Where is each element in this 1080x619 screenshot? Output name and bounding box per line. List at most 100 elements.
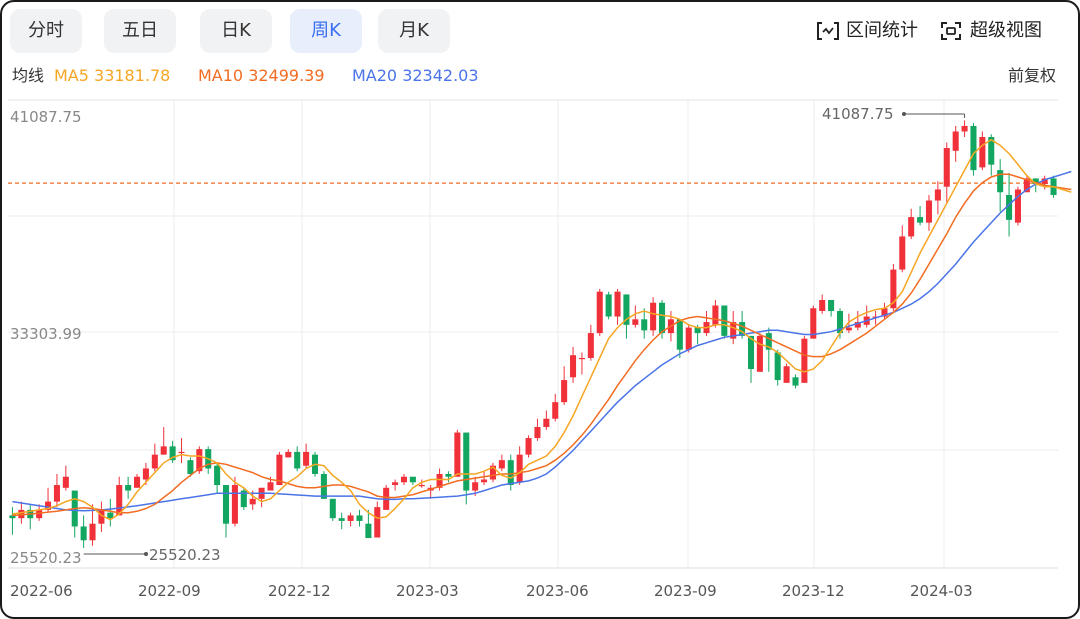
tab-weekly-k[interactable]: 周K [290, 9, 362, 53]
candle-body [1023, 178, 1030, 193]
candle-body [881, 308, 888, 317]
candle-body [952, 131, 959, 151]
candle-body [543, 418, 550, 428]
candle-body [899, 236, 906, 270]
candle-body [801, 338, 808, 383]
candle-body [908, 217, 915, 237]
candle-body [997, 170, 1004, 193]
fullscreen-frame-icon [941, 22, 961, 40]
x-axis-label: 2023-03 [396, 582, 459, 600]
candle-body [623, 294, 630, 325]
candle-body [819, 299, 826, 312]
candle-body [765, 333, 772, 350]
ma5-value: MA5 33181.78 [54, 66, 171, 85]
candle-body [676, 319, 683, 350]
tab-five-day[interactable]: 五日 [104, 9, 176, 53]
ma20-value: MA20 32342.03 [352, 66, 479, 85]
candle-body [89, 523, 96, 541]
y-axis-label: 25520.23 [10, 549, 82, 567]
candle-body [641, 319, 648, 331]
candle-body [9, 515, 16, 519]
candle-body [178, 451, 185, 454]
ma10-value: MA10 32499.39 [198, 66, 325, 85]
candle-body [267, 482, 274, 491]
x-axis-label: 2023-09 [654, 582, 717, 600]
candle-body [489, 465, 496, 480]
ma5-line [12, 138, 1072, 521]
candle-body [160, 446, 167, 455]
candle-body [578, 357, 585, 360]
candle-body [659, 302, 666, 334]
tab-minute[interactable]: 分时 [10, 9, 82, 53]
tab-daily-k[interactable]: 日K [200, 9, 272, 53]
candle-body [196, 449, 203, 472]
candle-body [917, 217, 924, 223]
candle-body [747, 335, 755, 370]
candle-body [418, 485, 425, 487]
candle-body [739, 322, 746, 336]
candle-body [436, 473, 443, 488]
candle-body [1014, 189, 1021, 223]
candle-body [62, 476, 69, 488]
x-axis-label: 2022-09 [138, 582, 201, 600]
candle-body [1041, 178, 1048, 184]
candle-body [276, 454, 283, 486]
candle-body [347, 515, 354, 521]
super-view-button[interactable]: 超级视图 [940, 18, 1056, 44]
x-axis-label: 2022-06 [10, 582, 73, 600]
x-axis-label: 2022-12 [268, 582, 331, 600]
candle-body [970, 125, 977, 171]
candle-body [614, 291, 621, 317]
candle-body [303, 451, 310, 466]
candle-body [943, 148, 950, 187]
candle-body [249, 498, 256, 505]
range-stats-label: 区间统计 [846, 20, 918, 41]
candle-body [712, 305, 719, 325]
candle-body [187, 460, 194, 474]
candle-body [836, 311, 844, 334]
price-adjust-toggle[interactable]: 前复权 [1007, 66, 1056, 85]
bracket-wave-icon [817, 22, 839, 40]
range-stats-button[interactable]: 区间统计 [816, 18, 928, 44]
candle-body [890, 269, 897, 309]
candle-body [534, 427, 541, 439]
candle-body [685, 327, 692, 350]
candle-body [329, 498, 336, 519]
candle-body [854, 322, 861, 328]
max-marker-dot [902, 112, 906, 116]
super-view-label: 超级视图 [970, 20, 1042, 41]
candle-body [45, 501, 52, 510]
candle-body [338, 518, 345, 521]
toolbar: 区间统计 超级视图 [816, 18, 1056, 44]
candle-body [365, 523, 372, 539]
candle-body [1006, 195, 1013, 220]
y-axis-label: 41087.75 [10, 108, 82, 126]
candle-body [988, 136, 995, 165]
x-axis-label: 2024-03 [910, 582, 973, 600]
candle-body [596, 291, 603, 334]
candle-body [151, 454, 158, 469]
x-axis-label: 2023-12 [782, 582, 845, 600]
candle-body [561, 380, 568, 403]
candle-body [285, 451, 292, 458]
candle-body [294, 451, 301, 469]
y-axis-label: 33303.99 [10, 325, 82, 343]
candle-body [961, 125, 968, 132]
candle-body [231, 485, 238, 524]
candle-body [783, 366, 790, 383]
candle-body [810, 308, 817, 339]
ma-legend: 均线 MA5 33181.78 MA10 32499.39 MA20 32342… [12, 64, 612, 88]
candle-body [214, 465, 221, 486]
candle-body [552, 402, 559, 419]
ma10-line [12, 173, 1072, 517]
candle-body [756, 335, 763, 372]
tab-monthly-k[interactable]: 月K [378, 9, 450, 53]
candle-body [774, 352, 781, 381]
candle-body [472, 482, 479, 491]
candle-body [409, 476, 416, 483]
candle-body [53, 485, 60, 502]
candle-body [1032, 178, 1039, 184]
candle-body [516, 454, 523, 483]
candle-body [134, 476, 141, 488]
